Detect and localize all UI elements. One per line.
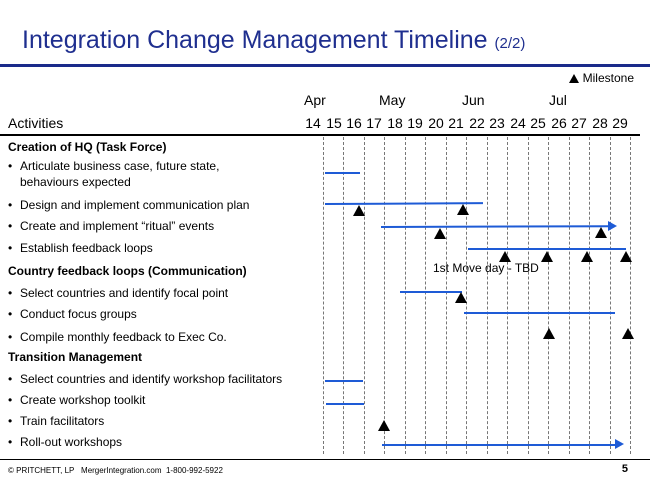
footer-copyright: © PRITCHETT, LP <box>8 466 75 475</box>
gridline <box>343 137 344 454</box>
week-label: 27 <box>571 115 587 131</box>
milestone-marker <box>499 251 511 262</box>
gridline <box>507 137 508 454</box>
move-day-annotation: 1st Move day - TBD <box>433 261 539 275</box>
week-label: 14 <box>305 115 321 131</box>
milestone-marker <box>457 204 469 215</box>
gridline <box>630 137 631 454</box>
footer-phone: 1-800-992-5922 <box>165 466 223 475</box>
section-title: Transition Management <box>8 350 143 364</box>
week-label: 20 <box>428 115 444 131</box>
timeline-bar-rollout-workshops <box>382 444 616 446</box>
activity-label-cont: behaviours expected <box>20 175 131 189</box>
month-label: Jul <box>549 92 567 108</box>
week-label: 28 <box>592 115 608 131</box>
week-label: 15 <box>326 115 342 131</box>
activities-header: Activities <box>8 115 64 131</box>
week-label: 16 <box>346 115 362 131</box>
month-label: May <box>379 92 406 108</box>
gridline <box>384 137 385 454</box>
milestone-legend-icon <box>568 74 579 83</box>
footer: © PRITCHETT, LP MergerIntegration.com 1-… <box>8 466 223 475</box>
activity-label: Articulate business case, future state, <box>8 159 219 174</box>
legend: Milestone <box>568 71 634 85</box>
gridline <box>323 137 324 454</box>
gridline <box>425 137 426 454</box>
activity-label: Conduct focus groups <box>8 307 137 322</box>
milestone-marker <box>353 205 365 216</box>
week-label: 23 <box>489 115 505 131</box>
gridline <box>589 137 590 454</box>
gridline <box>528 137 529 454</box>
timeline-bar-feedback-loops <box>468 248 626 250</box>
week-label: 19 <box>407 115 423 131</box>
timeline-bar-workshop-toolkit <box>326 403 364 405</box>
footer-rule <box>0 459 650 460</box>
title-rule <box>0 64 650 67</box>
section-title: Country feedback loops (Communication) <box>8 264 247 278</box>
header-rule <box>0 134 640 136</box>
week-label: 26 <box>551 115 567 131</box>
week-label: 21 <box>448 115 464 131</box>
milestone-marker <box>581 251 593 262</box>
page-title: Integration Change Management Timeline (… <box>22 26 525 55</box>
milestone-marker <box>378 420 390 431</box>
milestone-marker <box>543 328 555 339</box>
arrowhead <box>608 221 617 231</box>
week-label: 17 <box>366 115 382 131</box>
milestone-marker <box>455 292 467 303</box>
activity-label: Design and implement communication plan <box>8 198 249 213</box>
gridline <box>446 137 447 454</box>
activity-label: Compile monthly feedback to Exec Co. <box>8 330 227 345</box>
gridline <box>405 137 406 454</box>
page-number: 5 <box>621 463 628 475</box>
timeline-bar-select-countries <box>400 291 462 293</box>
title-main: Integration Change Management Timeline <box>22 26 488 54</box>
activity-label: Create workshop toolkit <box>8 393 145 408</box>
week-label: 18 <box>387 115 403 131</box>
gridline <box>569 137 570 454</box>
activity-label: Train facilitators <box>8 414 104 429</box>
month-label: Apr <box>304 92 326 108</box>
week-label: 25 <box>530 115 546 131</box>
activity-label: Roll-out workshops <box>8 435 122 450</box>
month-label: Jun <box>462 92 485 108</box>
legend-label: Milestone <box>582 71 634 85</box>
milestone-marker <box>622 328 634 339</box>
section-title: Creation of HQ (Task Force) <box>8 140 167 154</box>
milestone-marker <box>595 227 607 238</box>
gridline <box>364 137 365 454</box>
activity-label: Select countries and identify focal poin… <box>8 286 228 301</box>
arrowhead <box>615 439 624 449</box>
milestone-marker <box>620 251 632 262</box>
timeline-bar-select-facilitators <box>325 380 363 382</box>
week-label: 24 <box>510 115 526 131</box>
activity-label: Select countries and identify workshop f… <box>8 372 282 387</box>
timeline-bar-ritual-events <box>380 225 610 228</box>
week-label: 29 <box>612 115 628 131</box>
footer-site: MergerIntegration.com <box>81 466 162 475</box>
title-suffix: (2/2) <box>494 35 526 52</box>
activity-label: Create and implement “ritual” events <box>8 219 214 234</box>
gridline <box>487 137 488 454</box>
timeline-bar-focus-groups <box>464 312 615 314</box>
milestone-marker <box>541 251 553 262</box>
week-label: 22 <box>469 115 485 131</box>
gridline <box>548 137 549 454</box>
gridline <box>610 137 611 454</box>
milestone-marker <box>434 228 446 239</box>
timeline-bar-business-case <box>325 172 360 174</box>
activity-label: Establish feedback loops <box>8 241 153 256</box>
